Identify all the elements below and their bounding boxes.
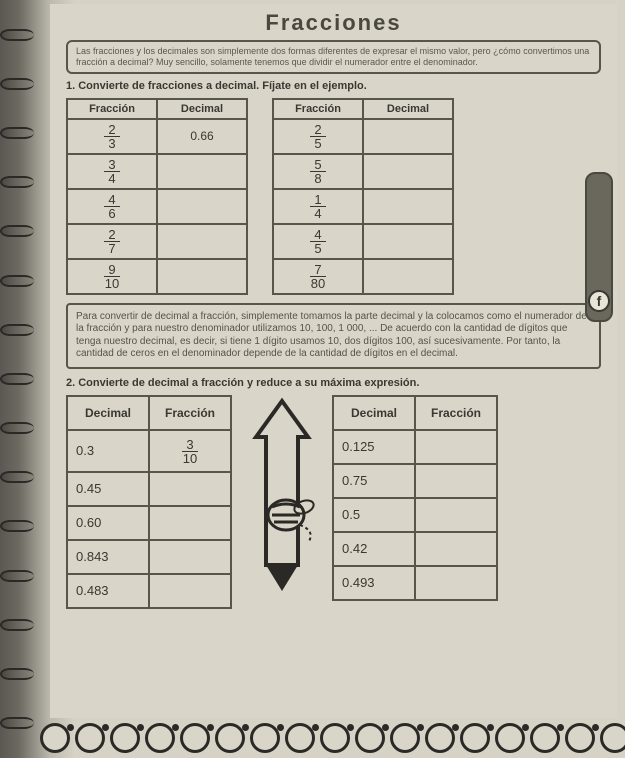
side-tab-icon: f: [588, 290, 610, 312]
t1-header-decimal: Decimal: [157, 99, 247, 119]
intro-box: Las fracciones y los decimales son simpl…: [66, 40, 601, 74]
page-title: Fracciones: [66, 10, 601, 36]
t4-header-fraccion: Fracción: [415, 396, 497, 430]
section2-title: 2. Convierte de decimal a fracción y red…: [66, 377, 601, 389]
worksheet-page: Fracciones Las fracciones y los decimale…: [50, 4, 617, 718]
table-decimal-to-fraction-right: Decimal Fracción 0.125 0.75 0.5 0.42 0.4…: [332, 395, 498, 601]
table-fraction-to-decimal-left: Fracción Decimal 230.66 34 46 27 910: [66, 98, 248, 295]
t2-header-decimal: Decimal: [363, 99, 453, 119]
t3-header-decimal: Decimal: [67, 396, 149, 430]
t3-header-fraccion: Fracción: [149, 396, 231, 430]
section2-row: Decimal Fracción 0.3310 0.45 0.60 0.843 …: [66, 395, 601, 609]
table-decimal-to-fraction-left: Decimal Fracción 0.3310 0.45 0.60 0.843 …: [66, 395, 232, 609]
bee-pencil-illustration: [240, 395, 324, 595]
pencil-bee-icon: [240, 395, 324, 595]
notebook-spiral: [0, 0, 38, 758]
explanation-box: Para convertir de decimal a fracción, si…: [66, 303, 601, 369]
t1-header-fraccion: Fracción: [67, 99, 157, 119]
table-fraction-to-decimal-right: Fracción Decimal 25 58 14 45 780: [272, 98, 454, 295]
t2-header-fraccion: Fracción: [273, 99, 363, 119]
section1-title: 1. Convierte de fracciones a decimal. Fí…: [66, 80, 601, 92]
decorative-footer-border: [40, 718, 625, 758]
t4-header-decimal: Decimal: [333, 396, 415, 430]
section1-tables: Fracción Decimal 230.66 34 46 27 910 Fra…: [66, 98, 601, 295]
side-tab: f: [585, 172, 613, 322]
